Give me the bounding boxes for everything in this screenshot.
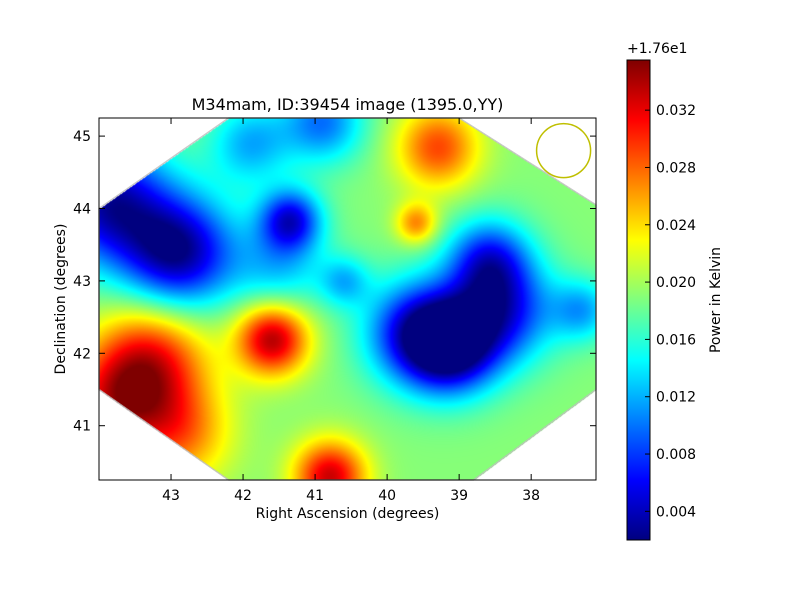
- y-axis-label: Declination (degrees): [53, 224, 69, 375]
- plot-frame: [98, 117, 597, 481]
- y-tick-label: 43: [73, 274, 91, 290]
- x-tick-label: 39: [450, 488, 468, 504]
- x-tick-label: 41: [306, 488, 324, 504]
- x-tick-label: 43: [162, 488, 180, 504]
- beam-marker: [535, 122, 592, 179]
- colorbar-tick-label: 0.012: [656, 390, 696, 406]
- colorbar-tick-label: 0.028: [656, 160, 696, 176]
- x-axis-ticks: 43 42 41 40 39 38: [162, 118, 540, 504]
- y-tick-label: 44: [73, 202, 91, 218]
- y-tick-label: 41: [73, 419, 91, 435]
- colorbar-tick-label: 0.032: [656, 103, 696, 119]
- colorbar-tick-label: 0.004: [656, 504, 696, 520]
- x-tick-label: 42: [234, 488, 252, 504]
- y-axis-ticks: 41 42 43 44 45: [73, 129, 596, 435]
- chart-title: M34mam, ID:39454 image (1395.0,YY): [192, 95, 504, 114]
- colorbar-tick-label: 0.020: [656, 275, 696, 291]
- colorbar-tick-label: 0.024: [656, 218, 696, 234]
- x-axis-label: Right Ascension (degrees): [256, 506, 440, 522]
- y-tick-label: 45: [73, 129, 91, 145]
- colorbar-offset-text: +1.76e1: [627, 41, 687, 57]
- y-tick-label: 42: [73, 346, 91, 362]
- x-tick-label: 40: [378, 488, 396, 504]
- colorbar: [626, 59, 651, 541]
- colorbar-tick-label: 0.016: [656, 332, 696, 348]
- x-tick-label: 38: [522, 488, 540, 504]
- colorbar-ticks: 0.004 0.008 0.012 0.016 0.020 0.024 0.028 0.032: [645, 103, 696, 520]
- heatmap-image: [99, 118, 596, 480]
- colorbar-label: Power in Kelvin: [708, 247, 724, 353]
- colorbar-tick-label: 0.008: [656, 447, 696, 463]
